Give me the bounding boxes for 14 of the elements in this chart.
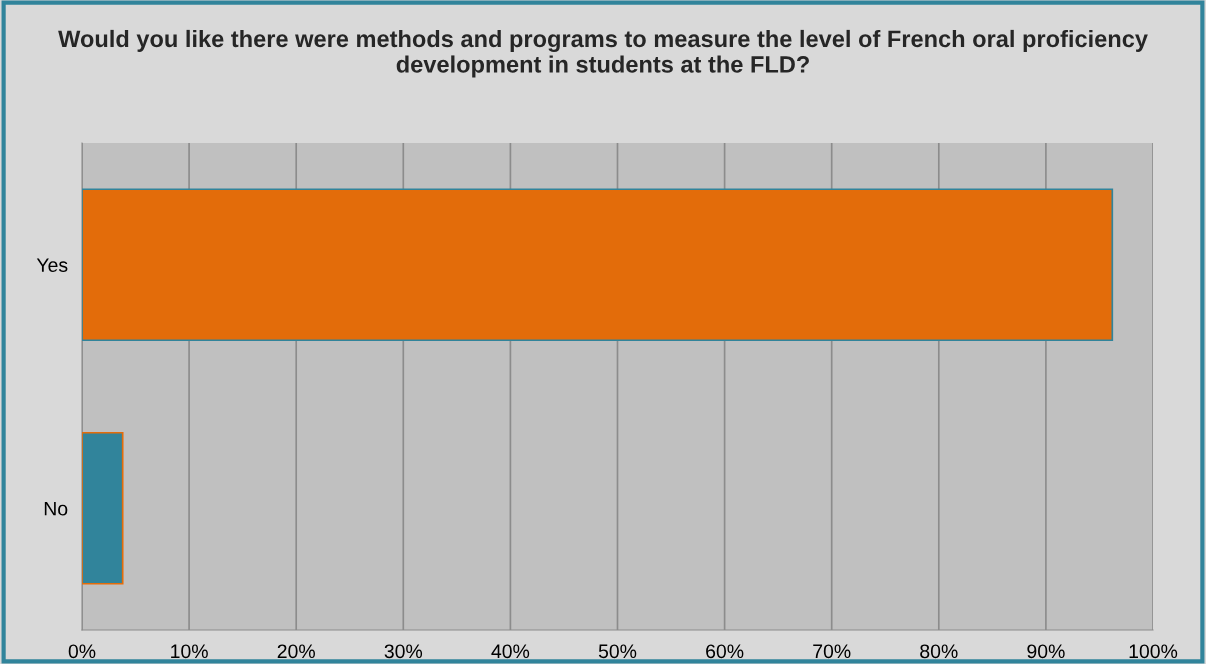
y-tick-label: Yes (36, 258, 68, 272)
x-tick-label: 10% (171, 644, 208, 659)
y-tick-label: No (44, 501, 68, 516)
x-tick-label: 0% (68, 644, 96, 659)
x-tick-label: 50% (598, 644, 637, 659)
x-tick-label: 30% (384, 644, 423, 659)
x-tick-label: 60% (706, 644, 744, 659)
x-tick-label: 70% (813, 644, 851, 659)
x-tick-label: 100% (1129, 644, 1178, 659)
x-tick-label: 20% (277, 644, 315, 659)
x-tick-label: 40% (491, 644, 530, 659)
chart-title: Would you like there were methods and programs to measure the level of French oral proficiency development in students at the FLD? (58, 29, 1148, 78)
x-tick-label: 80% (920, 644, 958, 659)
x-tick-label: 90% (1027, 644, 1065, 659)
